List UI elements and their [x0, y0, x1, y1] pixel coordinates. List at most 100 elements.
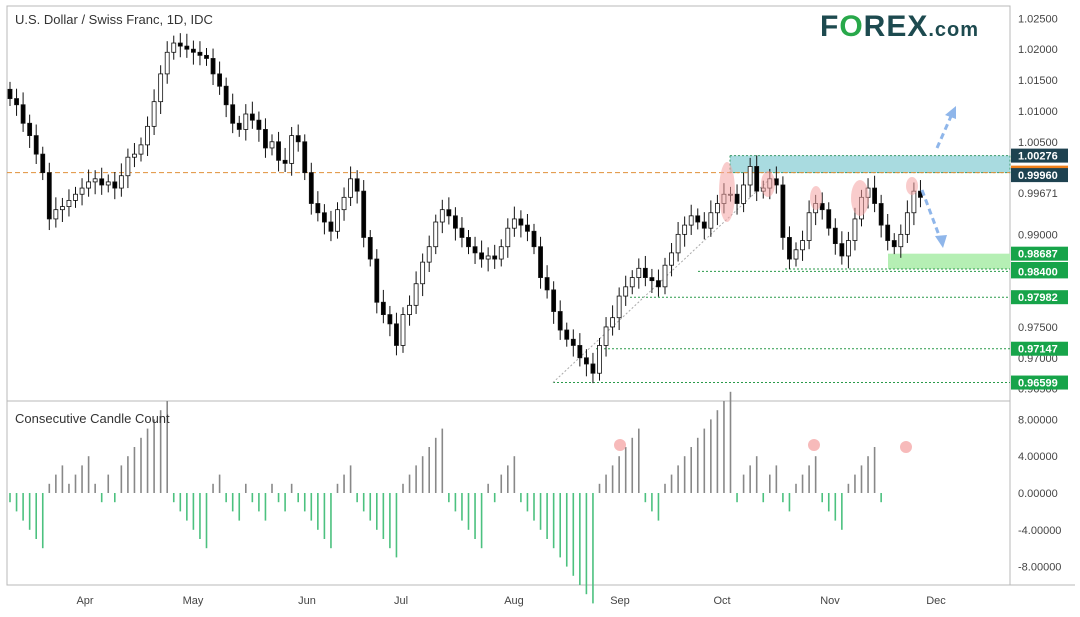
- candle: [505, 218, 511, 258]
- candles: [7, 33, 923, 384]
- candle: [60, 197, 65, 223]
- candle: [374, 249, 380, 314]
- hist-bar: [41, 493, 44, 549]
- candle: [420, 253, 426, 297]
- hist-bar: [245, 483, 247, 493]
- candle: [741, 172, 746, 213]
- hist-bar: [271, 483, 273, 493]
- hist-bar: [35, 493, 37, 539]
- hist-bar: [677, 465, 679, 493]
- hist-bar: [880, 493, 882, 503]
- candle: [878, 194, 884, 238]
- price-tick: 1.01000: [1018, 106, 1058, 118]
- price-tick: 0.97000: [1018, 353, 1058, 365]
- candle: [584, 349, 589, 377]
- hist-bar: [611, 465, 614, 493]
- candle: [557, 300, 563, 340]
- candle: [118, 163, 124, 197]
- candle: [145, 116, 150, 156]
- hist-bar: [703, 428, 706, 493]
- bearish-arrow: [920, 189, 942, 239]
- hist-bar: [166, 401, 168, 493]
- candle: [289, 126, 295, 176]
- hist-bar: [795, 483, 797, 493]
- candle: [832, 218, 838, 255]
- candle: [525, 213, 530, 242]
- hist-bar: [277, 493, 280, 503]
- candle: [819, 192, 825, 220]
- candle: [603, 317, 609, 357]
- hist-bar: [428, 447, 430, 493]
- indicator-tick: 8.00000: [1018, 414, 1058, 426]
- candle: [629, 270, 635, 295]
- hist-bar: [513, 456, 516, 493]
- hist-bar: [28, 493, 31, 530]
- candle: [276, 131, 281, 172]
- candle: [701, 212, 707, 240]
- candle: [891, 233, 897, 255]
- hist-bar: [146, 428, 149, 493]
- hist-bar: [592, 493, 594, 604]
- candle: [33, 124, 39, 164]
- hist-bar: [801, 474, 804, 493]
- hist-bar: [651, 493, 653, 512]
- candle: [171, 35, 177, 60]
- candle: [616, 287, 622, 331]
- main-pane: [6, 5, 1011, 402]
- hist-bar: [598, 483, 601, 493]
- price-axis: 1.02500 1.02000 1.01500 1.01000 1.00500 0.996…: [1011, 13, 1068, 396]
- price-label: 0.97982: [1011, 290, 1068, 305]
- candle: [190, 40, 196, 65]
- candle: [564, 322, 570, 347]
- support-zone: [888, 253, 1010, 269]
- resistance-zone: [729, 155, 1011, 174]
- hist-bar: [854, 474, 856, 493]
- indicator-tick: -8.00000: [1018, 562, 1061, 574]
- candle: [518, 210, 524, 238]
- candle: [348, 166, 354, 206]
- hist-bar: [742, 474, 745, 493]
- hist-bar: [533, 493, 535, 521]
- hist-bar: [461, 493, 463, 521]
- hist-bar: [218, 474, 221, 493]
- peak-highlight-3: [851, 180, 869, 216]
- hist-bar: [290, 483, 293, 493]
- hist-bar: [140, 437, 142, 493]
- candle: [806, 200, 812, 250]
- count-peak-marker-2: [900, 441, 912, 453]
- hist-bar: [821, 493, 823, 503]
- hist-bar: [369, 493, 372, 521]
- candle: [649, 268, 655, 293]
- hist-bar: [48, 483, 51, 493]
- candle: [754, 155, 760, 202]
- time-tick: Nov: [820, 595, 840, 607]
- indicator-axis: 8.00000 4.00000 0.00000 -4.00000 -8.00000: [1018, 414, 1061, 573]
- hist-bar: [788, 493, 791, 512]
- svg-text:0.98400: 0.98400: [1018, 266, 1058, 278]
- candle: [452, 207, 458, 241]
- candle: [295, 124, 301, 152]
- hist-bar: [303, 493, 306, 512]
- price-label: 0.99960: [1011, 168, 1068, 183]
- hist-bar: [212, 483, 214, 493]
- hist-bar: [284, 493, 286, 512]
- candle: [394, 312, 399, 356]
- candle: [308, 162, 314, 215]
- time-tick: Jul: [394, 595, 408, 607]
- hist-bar: [539, 493, 542, 530]
- candle: [92, 170, 98, 195]
- candle: [426, 235, 432, 273]
- price-tick: 0.99671: [1018, 188, 1058, 200]
- hist-bar: [716, 410, 719, 493]
- time-tick: Dec: [926, 595, 946, 607]
- candle: [263, 118, 268, 158]
- hist-bar: [696, 437, 699, 493]
- candle: [341, 187, 347, 221]
- candle: [538, 236, 543, 289]
- candle: [7, 81, 13, 106]
- count-peak-marker-1: [808, 439, 820, 451]
- candle: [669, 243, 674, 277]
- candle: [99, 167, 105, 195]
- price-tick: 1.02500: [1018, 13, 1058, 25]
- hist-bar: [448, 493, 450, 503]
